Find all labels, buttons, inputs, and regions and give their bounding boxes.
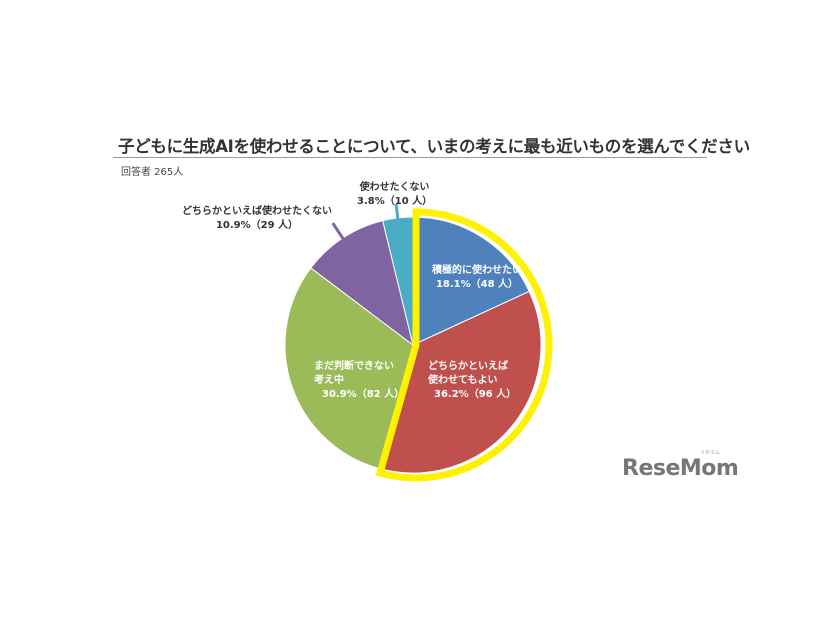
highlight-outline: [375, 208, 553, 482]
leader-line-3: [331, 222, 347, 243]
chart-title: 子どもに生成AIを使わせることについて、いまの考えに最も近いものを選んでください: [118, 137, 750, 156]
slice-label-2: まだ判断できない 考え中 30.9%（82 人）: [314, 361, 405, 400]
pie-slice-1: [377, 290, 542, 474]
resemom-logo: ReseMom: [622, 456, 739, 481]
slice-label-0: 積極的に使わせたい 18.1%（48 人）: [432, 265, 522, 290]
chart-subtitle: 回答者 265人: [121, 167, 184, 178]
resemom-logo-sub: リセマム: [700, 450, 721, 456]
pie-slice-0: [412, 216, 530, 346]
slice-label-1: どちらかといえば 使わせてもよい 36.2%（96 人）: [428, 361, 517, 400]
pie-slice-2: [284, 267, 414, 469]
leader-line-4: [394, 203, 400, 223]
slice-label-4: 使わせたくない 3.8%（10 人）: [357, 182, 433, 207]
title-divider: [113, 157, 707, 158]
slice-label-3: どちらかといえば使わせたくない 10.9%（29 人）: [182, 206, 332, 231]
